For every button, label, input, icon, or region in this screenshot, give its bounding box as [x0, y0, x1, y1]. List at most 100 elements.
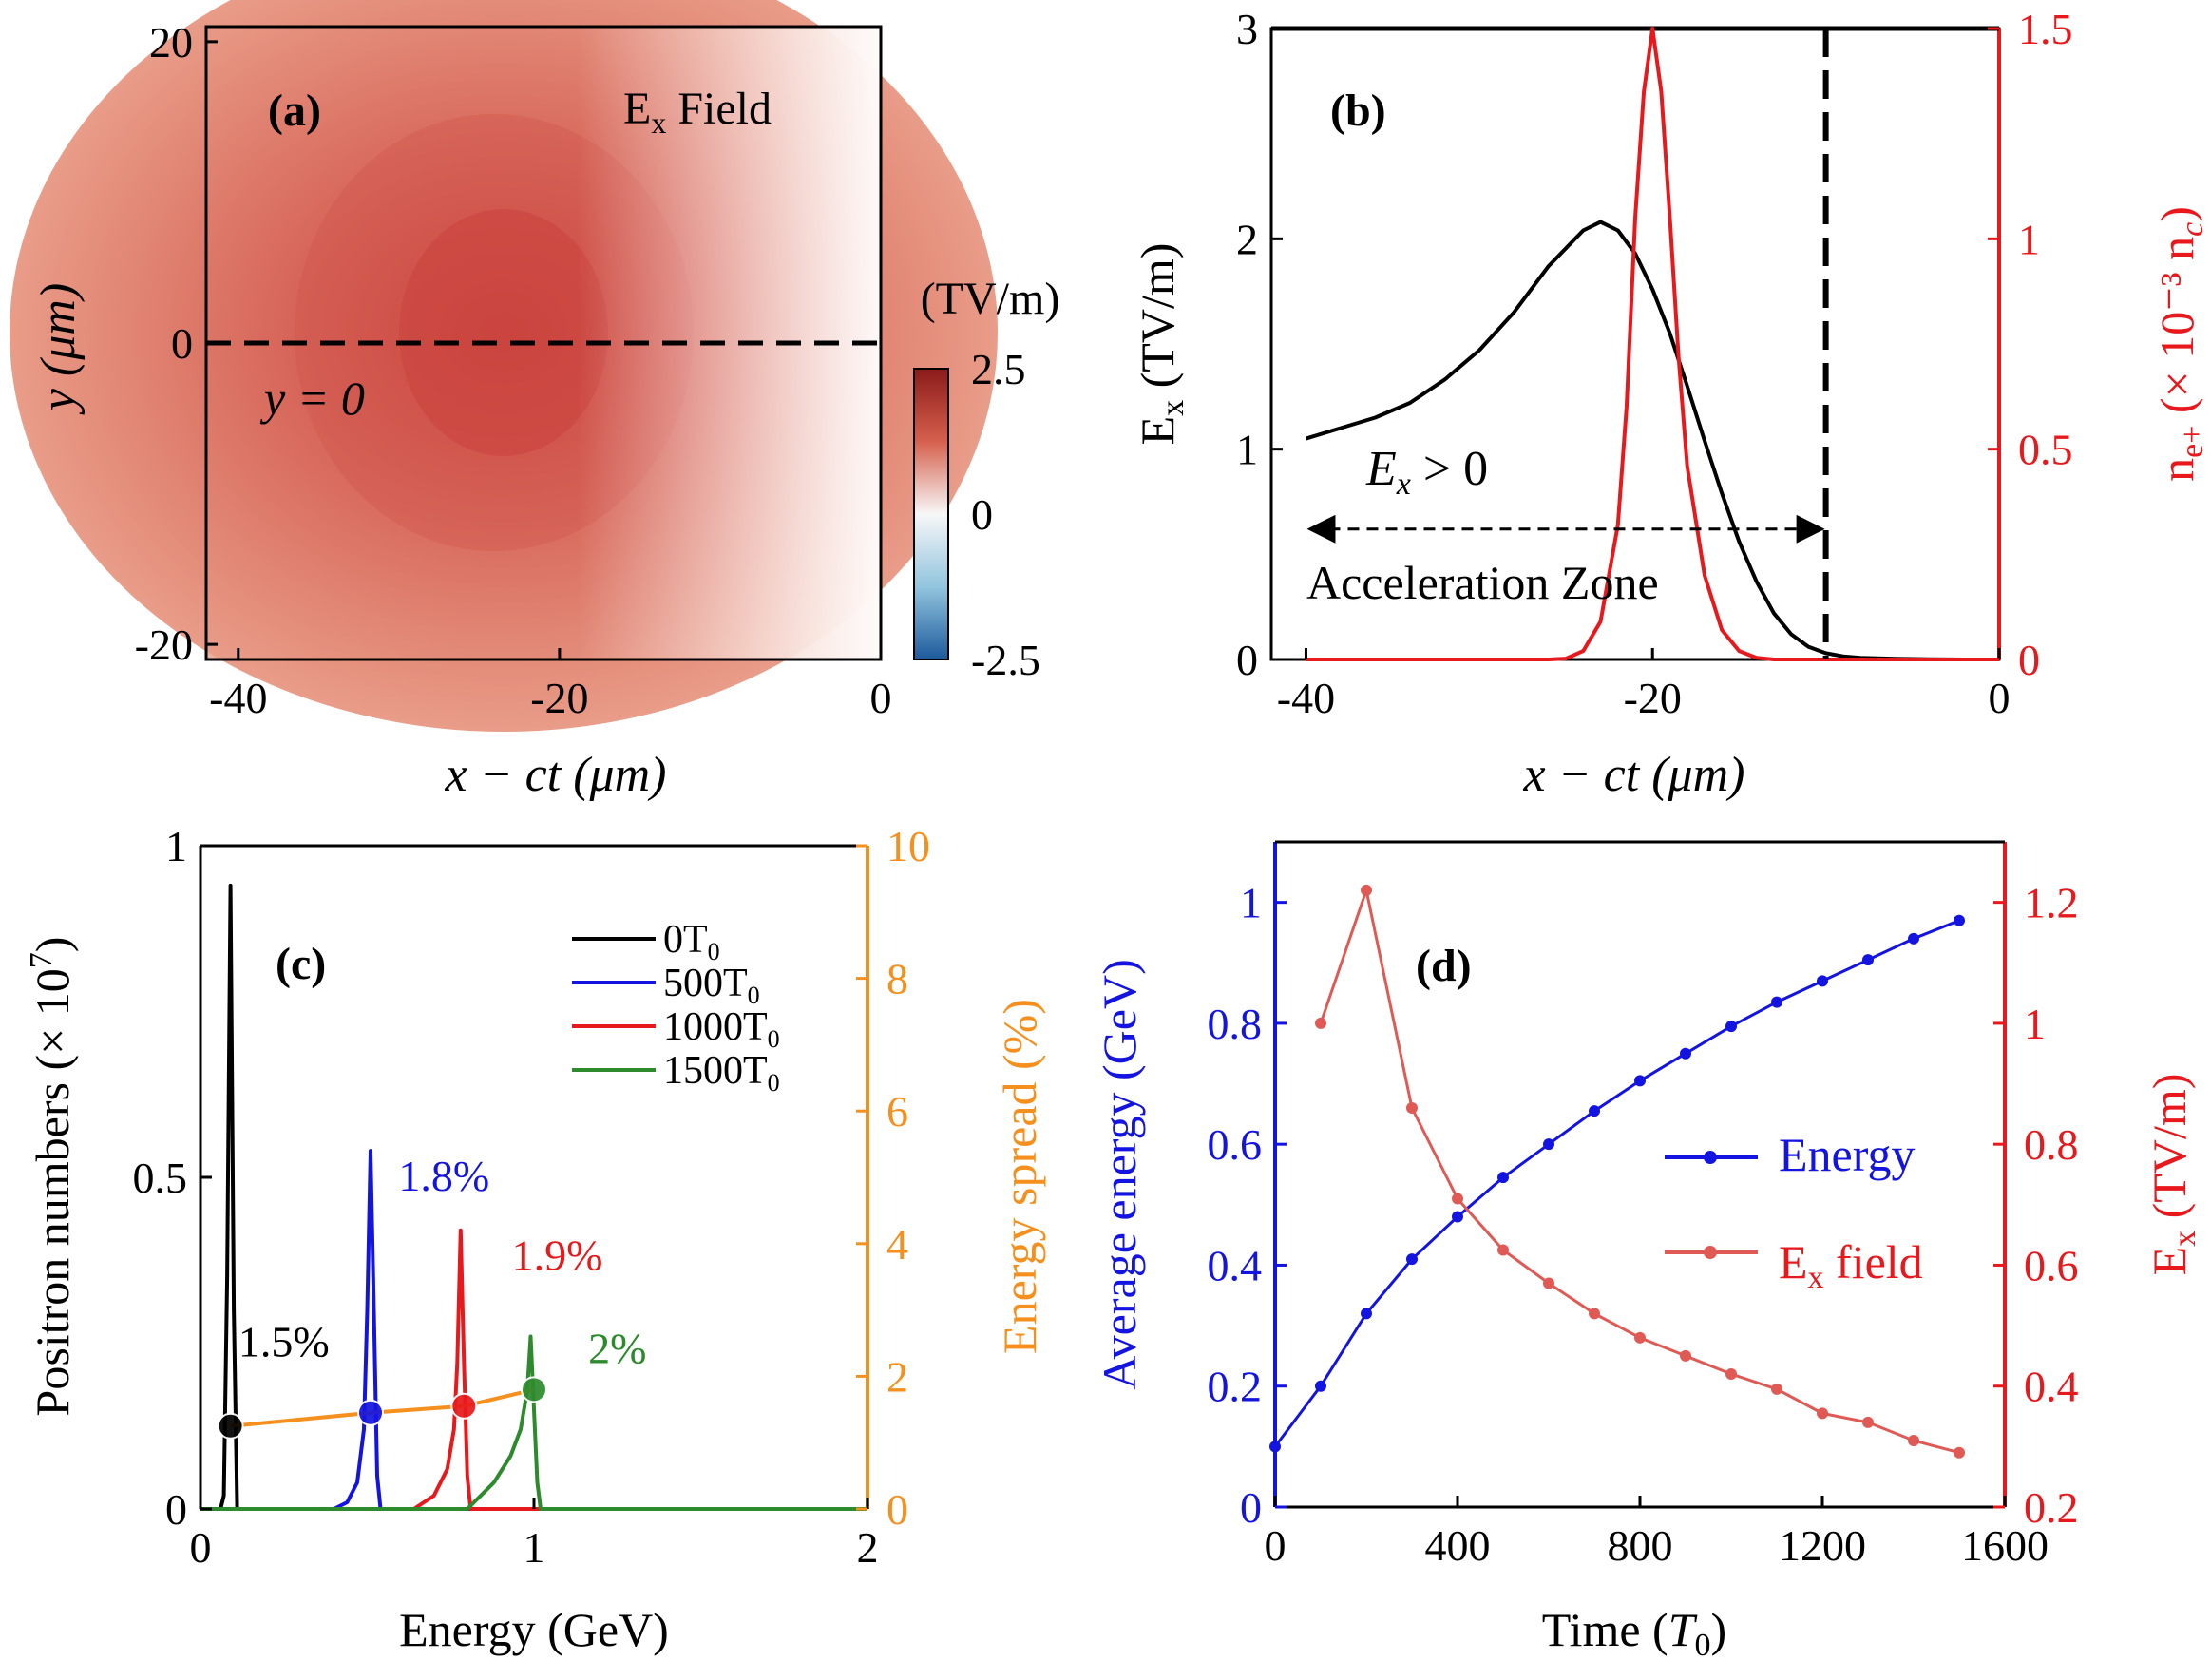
- ex-field-point: [1862, 1416, 1874, 1428]
- panel-c-ylabel-left: Positron numbers (× 107): [24, 937, 79, 1417]
- energy-point: [1817, 975, 1828, 987]
- energy-point: [1908, 932, 1919, 945]
- panel-c-left-ytick-label: 0: [165, 1485, 187, 1534]
- panel-a-xtick-label: 0: [870, 674, 892, 722]
- panel-c-left-ytick-label: 1: [165, 822, 187, 870]
- panel-d-left-ytick-label: 0: [1240, 1483, 1262, 1532]
- panel-a-annotation: Ex Field: [623, 84, 772, 140]
- panel-b-xtick-label: -20: [1624, 674, 1682, 722]
- panel-b-left-ytick-label: 0: [1236, 636, 1258, 684]
- spread-percent-label: 1.9%: [512, 1231, 603, 1280]
- energy-point: [1954, 914, 1965, 926]
- ex-field-point: [1452, 1193, 1463, 1205]
- spectrum-500t-line: [200, 1149, 867, 1511]
- panel-c-xtick-label: 2: [857, 1523, 879, 1572]
- panel-b-xlabel: x − ct (μm): [1523, 748, 1745, 802]
- energy-line: [1273, 919, 1960, 1448]
- legend-energy-marker: [1704, 1151, 1717, 1164]
- energy-point: [1771, 996, 1782, 1008]
- legend-1000t-label: 1000T0: [663, 1005, 780, 1053]
- ex-field-point: [1406, 1102, 1418, 1114]
- panel-d-left-ytick-label: 0.4: [1208, 1241, 1263, 1289]
- spectrum-0t-line: [200, 883, 867, 1511]
- panel-c-right-ytick-label: 0: [886, 1485, 908, 1534]
- panel-a-ytick-label: 20: [149, 18, 193, 67]
- panel-d-right-ytick-label: 0.4: [2024, 1363, 2079, 1411]
- energy-point: [1269, 1441, 1281, 1453]
- legend-1500t-label: 1500T0: [663, 1049, 780, 1097]
- spread-percent-label: 1.8%: [398, 1152, 489, 1200]
- colorbar-tick-label: 0: [971, 490, 993, 539]
- panel-b-xtick-label: 0: [1989, 674, 2011, 722]
- ex-field-point: [1361, 884, 1372, 896]
- panel-b-right-ytick-label: 0.5: [2018, 426, 2073, 474]
- acceleration-zone-label: Acceleration Zone: [1306, 556, 1659, 609]
- energy-point: [1361, 1308, 1372, 1320]
- panel-b-label: (b): [1330, 86, 1386, 136]
- ex-field-point: [1771, 1383, 1782, 1395]
- colorbar-tick-label: 2.5: [971, 345, 1026, 393]
- panel-c-right-ytick-label: 10: [886, 822, 930, 870]
- spread-percent-label: 1.5%: [238, 1317, 330, 1365]
- ex-field-point: [1315, 1017, 1326, 1029]
- energy-point: [1497, 1172, 1509, 1184]
- panel-d-xtick-label: 1200: [1779, 1521, 1866, 1570]
- panel-b-right-ytick-label: 1.5: [2018, 5, 2073, 53]
- energy-point: [1452, 1211, 1463, 1223]
- energy-point: [1589, 1105, 1600, 1117]
- energy-point: [1725, 1021, 1737, 1033]
- panel-c-xlabel: Energy (GeV): [399, 1603, 669, 1656]
- panel-d-ylabel-right: Ex (TV/m): [2143, 1074, 2202, 1276]
- panel-d-right-ytick-label: 0.6: [2024, 1241, 2079, 1289]
- energy-point: [1543, 1138, 1554, 1151]
- panel-d-left-ytick-label: 1: [1240, 879, 1262, 927]
- energy-spread-point: [521, 1376, 547, 1403]
- panel-d-xtick-label: 0: [1265, 1521, 1287, 1570]
- energy-point: [1634, 1075, 1646, 1087]
- series-n-e--line: [1306, 27, 1999, 661]
- ex-field-point: [1954, 1446, 1965, 1459]
- ex-field-point: [1725, 1368, 1737, 1380]
- ex-positive-annotation: Ex > 0: [1365, 442, 1488, 502]
- heatmap-field: [10, 0, 998, 732]
- series-ex-line: [1305, 220, 1999, 661]
- ex-field-point: [1680, 1349, 1691, 1362]
- panel-d-left-ytick-label: 0.8: [1208, 1000, 1263, 1048]
- panel-a-label: (a): [268, 86, 321, 136]
- energy-spread-point: [357, 1399, 385, 1426]
- panel-d-right-ytick-label: 0.8: [2024, 1120, 2079, 1169]
- spectrum-1000t-line: [200, 1228, 867, 1511]
- panel-d-ylabel-left: Average energy (GeV): [1093, 959, 1146, 1389]
- panel-d-left-ytick-label: 0.6: [1208, 1120, 1263, 1169]
- panel-d-xlabel: Time (T0): [1542, 1603, 1726, 1663]
- energy-spread-point: [450, 1392, 478, 1420]
- panel-b-right-ytick-label: 1: [2018, 215, 2040, 263]
- panel-c-right-ytick-label: 8: [886, 955, 908, 1003]
- panel-c-xtick-label: 0: [190, 1523, 212, 1572]
- colorbar-tick-label: -2.5: [971, 636, 1040, 684]
- panel-d-label: (d): [1416, 941, 1472, 991]
- energy-spread-point: [217, 1412, 244, 1440]
- panel-c-label: (c): [276, 939, 326, 989]
- panel-b-left-ytick-label: 1: [1236, 426, 1258, 474]
- dashed-line-label: y = 0: [259, 372, 365, 425]
- legend-energy-label: Energy: [1779, 1128, 1915, 1181]
- panel-d-legend: Energy Ex field: [1665, 1128, 1923, 1295]
- panel-d-xtick-label: 1600: [1961, 1521, 2049, 1570]
- panel-c-left-ytick-label: 0.5: [133, 1154, 188, 1202]
- panel-b-right-ytick-label: 0: [2018, 636, 2040, 684]
- panel-b-line: -40 -20 0 0 1 2 3 0 0.5 1 1.5 (b) Ex > 0 Acceler…: [1131, 5, 2210, 802]
- panel-a-xtick-label: -20: [530, 674, 588, 722]
- panel-a-ytick-label: -20: [135, 620, 193, 669]
- energy-point: [1406, 1253, 1418, 1266]
- ex-field-point: [1908, 1435, 1919, 1446]
- panel-c-right-ytick-label: 4: [886, 1220, 908, 1269]
- ex-field-point: [1634, 1331, 1646, 1344]
- panel-b-left-ytick-label: 3: [1236, 5, 1258, 53]
- panel-c-right-ytick-label: 2: [886, 1352, 908, 1401]
- legend-field-marker: [1704, 1246, 1717, 1259]
- spread-percent-label: 2%: [588, 1324, 646, 1372]
- ex-field-point: [1543, 1277, 1554, 1289]
- panel-d-right-ytick-label: 1: [2024, 1000, 2046, 1048]
